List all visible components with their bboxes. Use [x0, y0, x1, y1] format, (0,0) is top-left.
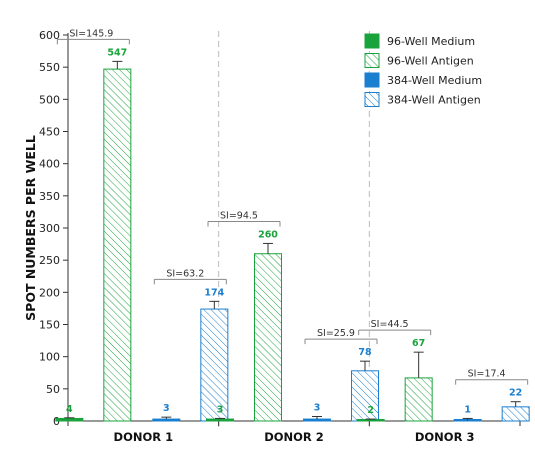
si-annotations: SI=145.9 SI=63.2 SI=94.5 SI=25.9 SI=44.5 SI=1…: [56, 28, 529, 385]
si-label: SI=25.9: [317, 328, 355, 339]
bar: [404, 377, 433, 422]
bar: [55, 417, 84, 422]
data-label: 260: [258, 229, 278, 240]
bar: [303, 418, 331, 422]
bar: [200, 308, 229, 422]
legend-label: 384-Well Medium: [387, 74, 482, 87]
data-label: 547: [107, 47, 127, 58]
x-category-label: DONOR 3: [415, 430, 475, 444]
data-label: 1: [464, 404, 471, 415]
y-tick-label: 0: [53, 415, 60, 428]
si-label: SI=63.2: [166, 268, 204, 279]
group-separators: [218, 31, 370, 431]
data-label: 174: [204, 287, 224, 298]
y-tick-label: 100: [39, 351, 60, 364]
y-tick-label: 350: [39, 190, 60, 203]
data-label: 67: [412, 338, 425, 349]
bar: [254, 253, 282, 422]
si-label: SI=94.5: [220, 210, 258, 221]
data-label: 22: [509, 388, 522, 399]
y-tick-label: 200: [39, 286, 60, 299]
y-tick-label: 300: [39, 222, 60, 235]
y-tick-label: 50: [46, 383, 60, 396]
data-label: 3: [217, 404, 224, 415]
y-tick-label: 600: [39, 29, 60, 42]
bar: [356, 419, 385, 422]
legend-label: 384-Well Antigen: [387, 94, 481, 107]
data-label: 78: [358, 347, 372, 358]
y-tick-label: 400: [39, 158, 60, 171]
y-tick-label: 250: [39, 254, 60, 267]
axes: 0 50 100 150 200 250 300 350 400 450 500 550 600 DONO…: [23, 29, 521, 444]
bar: [206, 418, 234, 422]
x-category-label: DONOR 1: [114, 430, 174, 444]
legend: 96-Well Medium 96-Well Antigen 384-Well Me…: [364, 33, 482, 107]
data-label: 3: [163, 403, 170, 414]
legend-label: 96-Well Antigen: [387, 55, 474, 68]
y-tick-label: 500: [39, 93, 60, 106]
bar: [501, 406, 530, 422]
bar: [152, 418, 181, 422]
y-axis-title: SPOT NUMBERS PER WELL: [23, 135, 38, 321]
x-category-label: DONOR 2: [264, 430, 324, 444]
y-tick-label: 450: [39, 126, 60, 139]
data-label: 4: [66, 404, 73, 415]
bar: [351, 370, 379, 422]
legend-swatch: [364, 53, 380, 68]
legend-swatch: [364, 33, 380, 49]
si-label: SI=17.4: [468, 369, 506, 380]
y-tick-label: 550: [39, 61, 60, 74]
data-label: 2: [367, 405, 374, 416]
data-labels: 4 547 3 174 3 260 3 78 2 67 1 22: [66, 47, 522, 416]
y-tick-label: 150: [39, 319, 60, 332]
si-label: SI=145.9: [69, 28, 113, 39]
legend-swatch: [364, 92, 380, 107]
si-label: SI=44.5: [371, 319, 409, 330]
bar: [103, 68, 132, 422]
data-label: 3: [314, 402, 321, 413]
legend-label: 96-Well Medium: [387, 35, 475, 48]
legend-swatch: [364, 72, 380, 88]
bars: [55, 60, 530, 422]
